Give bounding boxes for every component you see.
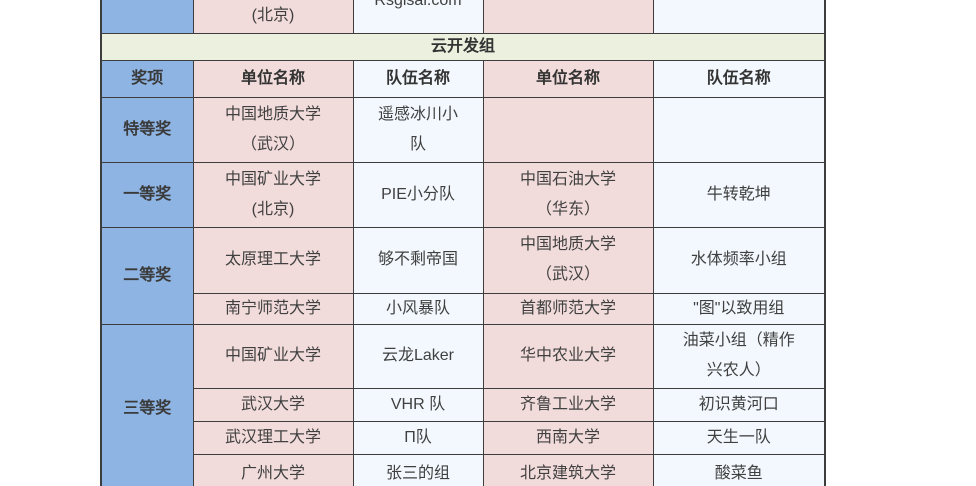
award-cell: 一等奖 (100, 161, 194, 228)
team-cell: 水体频率小组 (652, 226, 826, 294)
team-cell: 油菜小组（精作 兴农人） (652, 323, 826, 389)
table-row: 武汉大学 VHR 队 齐鲁工业大学 初识黄河口 (101, 387, 826, 422)
unit-cell (482, 96, 654, 163)
team-cell: 酸菜鱼 (652, 453, 826, 486)
column-header-award: 奖项 (100, 59, 194, 98)
unit-cell: 中国地质大学 （武汉） (192, 96, 354, 163)
group-header-row: 云开发组 (100, 32, 826, 61)
unit-cell: 齐鲁工业大学 (482, 387, 654, 422)
unit-cell: 中国地质大学 （武汉） (482, 226, 654, 294)
unit-cell: 武汉理工大学 (192, 420, 354, 455)
team-cell: 遥感冰川小 队 (352, 96, 484, 163)
team-cell: Π队 (352, 420, 484, 455)
unit-cell: (北京) (192, 0, 354, 34)
table-row: 武汉理工大学 Π队 西南大学 天生一队 (101, 420, 826, 455)
award-cell: 三等奖 (100, 323, 194, 486)
team-cell: 牛转乾坤 (652, 161, 826, 228)
unit-cell: 武汉大学 (192, 387, 354, 422)
team-cell: PIE小分队 (352, 161, 484, 228)
table-row: 三等奖 中国矿业大学 云龙Laker 华中农业大学 油菜小组（精作 兴农人） (100, 323, 826, 486)
team-cell: 天生一队 (652, 420, 826, 455)
award-cell: 二等奖 (100, 226, 194, 325)
table-row: 广州大学 张三的组 北京建筑大学 酸菜鱼 (101, 453, 826, 486)
unit-cell (482, 0, 654, 34)
unit-cell: 太原理工大学 (192, 226, 354, 294)
team-cell: 初识黄河口 (652, 387, 826, 422)
unit-cell: 北京建筑大学 (482, 453, 654, 486)
table-row: 二等奖 太原理工大学 够不剩帝国 中国地质大学 （武汉） 水体频率小组 (100, 226, 826, 325)
group-title: 云开发组 (100, 32, 826, 61)
team-cell: Rsgisai.com (352, 0, 484, 34)
team-cell (652, 0, 826, 34)
team-cell: 张三的组 (352, 453, 484, 486)
unit-cell: 华中农业大学 (482, 323, 654, 389)
unit-cell: 西南大学 (482, 420, 654, 455)
column-header-team-right: 队伍名称 (652, 59, 826, 98)
team-cell (652, 96, 826, 163)
unit-cell: 中国矿业大学 (北京) (192, 161, 354, 228)
table-row: 特等奖 中国地质大学 （武汉） 遥感冰川小 队 (100, 96, 826, 163)
unit-cell: 广州大学 (192, 453, 354, 486)
table-row: 南宁师范大学 小风暴队 首都师范大学 "图"以致用组 (101, 292, 826, 325)
column-header-unit-left: 单位名称 (192, 59, 354, 98)
column-header-team-left: 队伍名称 (352, 59, 484, 98)
team-cell: 够不剩帝国 (352, 226, 484, 294)
awards-table: (北京) Rsgisai.com 云开发组 奖项 单位名称 队伍名称 单位名称 … (100, 0, 826, 486)
team-cell: VHR 队 (352, 387, 484, 422)
unit-cell: 中国石油大学 （华东） (482, 161, 654, 228)
award-cell (100, 0, 194, 34)
unit-cell: 中国矿业大学 (192, 323, 354, 389)
unit-cell: 首都师范大学 (482, 292, 654, 325)
column-header-unit-right: 单位名称 (482, 59, 654, 98)
team-cell: 小风暴队 (352, 292, 484, 325)
team-cell: 云龙Laker (352, 323, 484, 389)
unit-cell: 南宁师范大学 (192, 292, 354, 325)
clipped-top-row: (北京) Rsgisai.com (100, 0, 826, 34)
team-cell: "图"以致用组 (652, 292, 826, 325)
award-cell: 特等奖 (100, 96, 194, 163)
column-header-row: 奖项 单位名称 队伍名称 单位名称 队伍名称 (100, 59, 826, 98)
table-row: 一等奖 中国矿业大学 (北京) PIE小分队 中国石油大学 （华东） 牛转乾坤 (100, 161, 826, 228)
